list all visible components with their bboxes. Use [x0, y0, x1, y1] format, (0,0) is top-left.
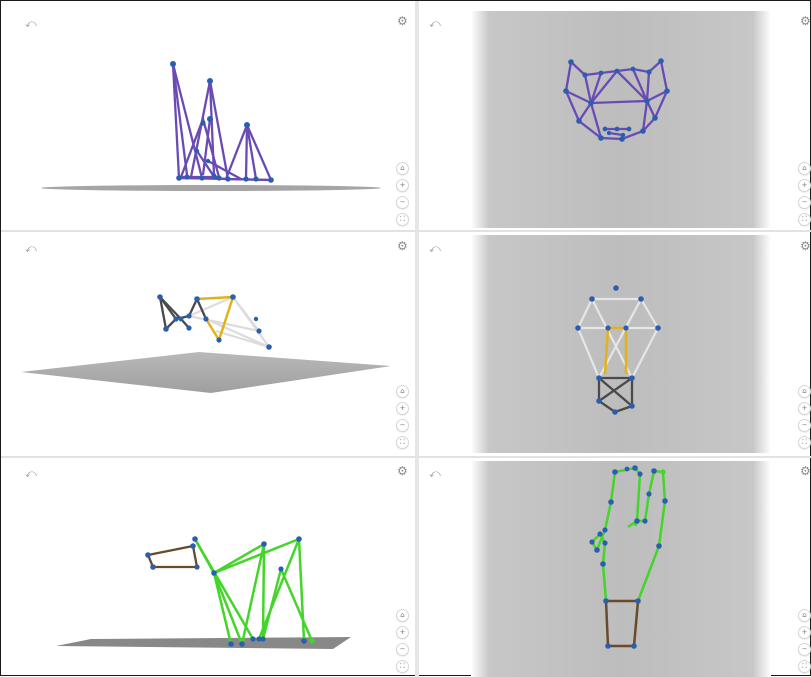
- zoom-out-button[interactable]: −: [396, 196, 409, 209]
- ground-shadow: [56, 637, 351, 649]
- fullscreen-button[interactable]: ⛶: [396, 660, 409, 673]
- scene-background-p2: [471, 11, 771, 228]
- green-wireframe-model: [146, 537, 314, 645]
- lightbulb-model: [576, 297, 660, 414]
- green-model-nodes: [145, 536, 315, 647]
- fullscreen-button[interactable]: ⛶: [396, 436, 409, 449]
- zoom-in-button[interactable]: +: [798, 626, 811, 639]
- settings-gear-icon[interactable]: ⚙: [800, 464, 811, 478]
- undo-icon[interactable]: ⤺: [429, 17, 441, 30]
- cactus-model: [590, 466, 667, 648]
- mixed-model-nodes: [157, 294, 272, 350]
- mixed-wireframe-model: [158, 295, 270, 349]
- undo-icon[interactable]: ⤺: [25, 17, 37, 30]
- zoom-out-button[interactable]: −: [396, 643, 409, 656]
- zoom-in-button[interactable]: +: [396, 179, 409, 192]
- row-divider-2: [1, 456, 811, 458]
- undo-icon[interactable]: ⤺: [429, 467, 441, 480]
- settings-gear-icon[interactable]: ⚙: [397, 464, 408, 478]
- settings-gear-icon[interactable]: ⚙: [800, 239, 811, 253]
- zoom-out-button[interactable]: −: [396, 419, 409, 432]
- row-divider-1: [1, 230, 811, 232]
- undo-icon[interactable]: ⤺: [429, 242, 441, 255]
- zoom-in-button[interactable]: +: [396, 402, 409, 415]
- face-model-nodes: [563, 58, 670, 142]
- scene-background-p4: [471, 235, 771, 453]
- column-divider: [415, 1, 419, 677]
- cactus-nodes: [589, 465, 668, 649]
- lightbulb-nodes: [575, 285, 661, 415]
- zoom-in-button[interactable]: +: [396, 626, 409, 639]
- ground-shadow: [41, 185, 381, 191]
- home-view-button[interactable]: ⌂: [396, 385, 409, 398]
- home-view-button[interactable]: ⌂: [396, 609, 409, 622]
- scene-background-p6: [471, 461, 771, 677]
- settings-gear-icon[interactable]: ⚙: [397, 239, 408, 253]
- undo-icon[interactable]: ⤺: [25, 242, 37, 255]
- fullscreen-button[interactable]: ⛶: [396, 213, 409, 226]
- purple-model-nodes: [170, 61, 274, 183]
- home-view-button[interactable]: ⌂: [396, 162, 409, 175]
- zoom-out-button[interactable]: −: [798, 643, 811, 656]
- undo-icon[interactable]: ⤺: [25, 467, 37, 480]
- purple-wireframe-model: [171, 63, 273, 182]
- settings-gear-icon[interactable]: ⚙: [397, 14, 408, 28]
- ground-shadow: [21, 352, 391, 393]
- settings-gear-icon[interactable]: ⚙: [800, 14, 811, 28]
